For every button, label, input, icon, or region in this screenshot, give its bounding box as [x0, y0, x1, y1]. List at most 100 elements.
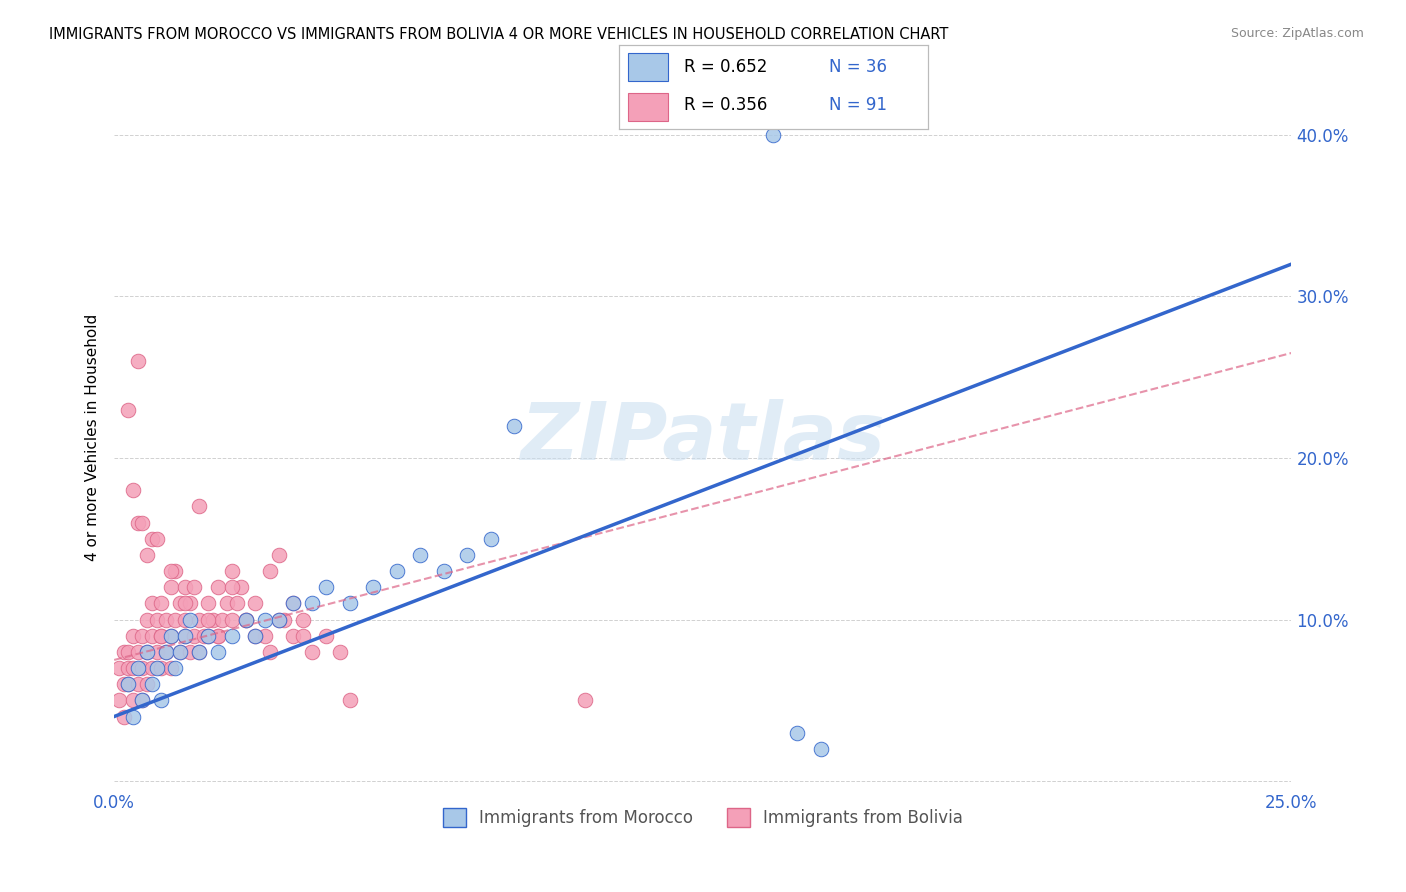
Point: [339, 596, 361, 610]
Point: [207, 629, 229, 643]
Legend: Immigrants from Morocco, Immigrants from Bolivia: Immigrants from Morocco, Immigrants from…: [436, 801, 970, 834]
Point: [155, 645, 177, 659]
Point: [165, 564, 187, 578]
Text: N = 36: N = 36: [830, 58, 887, 76]
Point: [221, 564, 243, 578]
Point: [267, 613, 290, 627]
Point: [122, 693, 145, 707]
Point: [155, 645, 177, 659]
Point: [245, 596, 267, 610]
Point: [221, 613, 243, 627]
Point: [810, 741, 832, 756]
Point: [225, 596, 247, 610]
Point: [188, 645, 211, 659]
Text: R = 0.652: R = 0.652: [683, 58, 766, 76]
FancyBboxPatch shape: [628, 54, 668, 81]
Point: [207, 645, 229, 659]
Point: [136, 548, 159, 562]
Point: [267, 613, 290, 627]
Point: [136, 645, 159, 659]
Point: [433, 564, 456, 578]
Point: [122, 709, 145, 723]
Point: [117, 645, 139, 659]
Point: [173, 596, 195, 610]
Point: [112, 709, 135, 723]
Point: [281, 596, 304, 610]
Point: [273, 613, 295, 627]
Point: [179, 645, 201, 659]
Y-axis label: 4 or more Vehicles in Household: 4 or more Vehicles in Household: [86, 314, 100, 561]
Point: [159, 564, 181, 578]
Point: [245, 629, 267, 643]
Point: [145, 532, 167, 546]
Point: [150, 693, 173, 707]
Point: [409, 548, 432, 562]
Point: [169, 645, 191, 659]
Point: [301, 596, 323, 610]
Point: [479, 532, 502, 546]
Text: R = 0.356: R = 0.356: [683, 96, 766, 114]
Point: [267, 548, 290, 562]
Point: [786, 725, 808, 739]
Point: [207, 629, 229, 643]
Point: [197, 629, 219, 643]
Point: [235, 613, 257, 627]
Point: [141, 677, 163, 691]
Point: [235, 613, 257, 627]
Point: [117, 677, 139, 691]
Text: ZIPatlas: ZIPatlas: [520, 399, 886, 477]
Point: [122, 483, 145, 498]
Point: [108, 693, 131, 707]
Point: [211, 613, 233, 627]
FancyBboxPatch shape: [628, 93, 668, 120]
Point: [108, 661, 131, 675]
Point: [253, 629, 276, 643]
Point: [574, 693, 596, 707]
Point: [165, 613, 187, 627]
Point: [188, 500, 211, 514]
Text: N = 91: N = 91: [830, 96, 887, 114]
Point: [159, 580, 181, 594]
Point: [127, 677, 149, 691]
Point: [122, 629, 145, 643]
Point: [141, 532, 163, 546]
Point: [221, 580, 243, 594]
Point: [281, 596, 304, 610]
Point: [179, 613, 201, 627]
Point: [159, 629, 181, 643]
Point: [197, 613, 219, 627]
Point: [291, 629, 314, 643]
Point: [150, 661, 173, 675]
Point: [169, 645, 191, 659]
Point: [127, 354, 149, 368]
Point: [159, 661, 181, 675]
Point: [188, 645, 211, 659]
Point: [197, 629, 219, 643]
Point: [221, 629, 243, 643]
Point: [165, 661, 187, 675]
Point: [301, 645, 323, 659]
Point: [503, 418, 526, 433]
Point: [112, 645, 135, 659]
Point: [231, 580, 253, 594]
Point: [339, 693, 361, 707]
Point: [188, 613, 211, 627]
Point: [315, 580, 337, 594]
Point: [193, 629, 215, 643]
Point: [173, 629, 195, 643]
Point: [150, 629, 173, 643]
Point: [127, 645, 149, 659]
Point: [259, 564, 281, 578]
Text: IMMIGRANTS FROM MOROCCO VS IMMIGRANTS FROM BOLIVIA 4 OR MORE VEHICLES IN HOUSEHO: IMMIGRANTS FROM MOROCCO VS IMMIGRANTS FR…: [49, 27, 949, 42]
Point: [207, 580, 229, 594]
Point: [245, 629, 267, 643]
Point: [145, 645, 167, 659]
Point: [150, 596, 173, 610]
Point: [762, 128, 785, 142]
Point: [159, 629, 181, 643]
Point: [173, 580, 195, 594]
Point: [315, 629, 337, 643]
Point: [329, 645, 352, 659]
Point: [127, 661, 149, 675]
Point: [173, 629, 195, 643]
